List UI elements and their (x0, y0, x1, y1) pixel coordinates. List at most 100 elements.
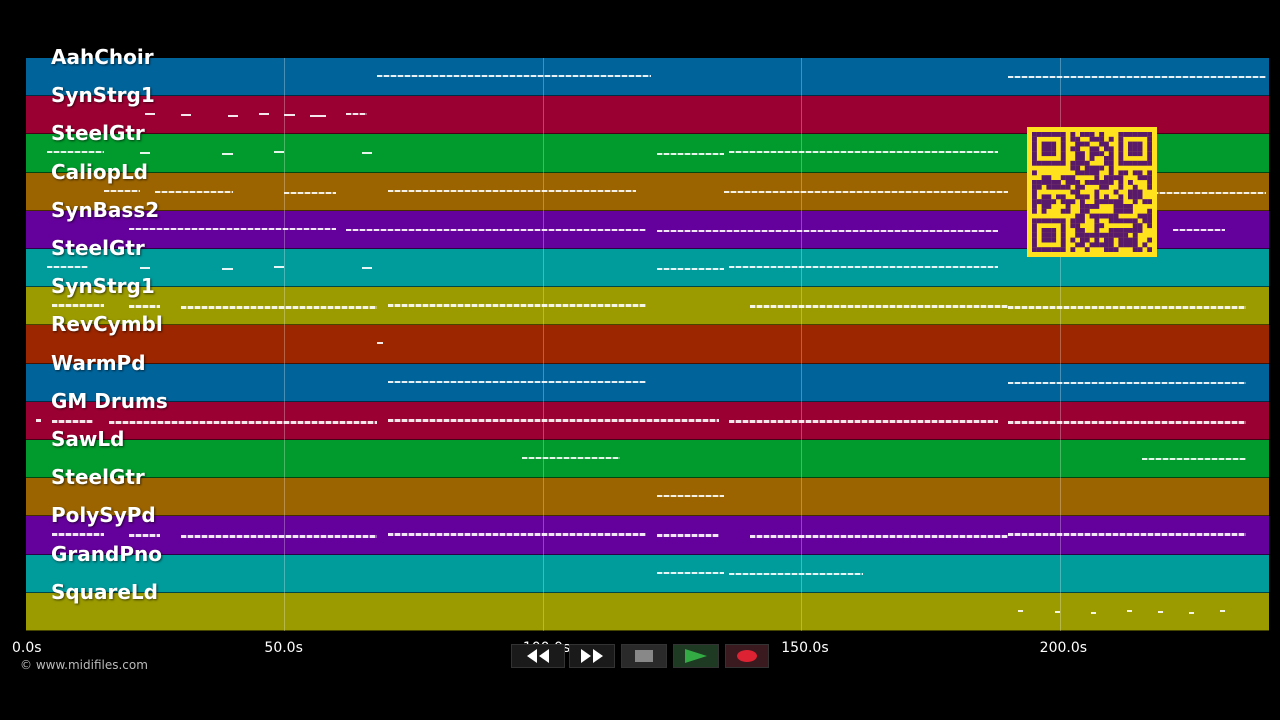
track-label: CaliopLd (51, 159, 149, 184)
note-cluster (310, 115, 326, 118)
record-icon (737, 650, 757, 662)
track-lane (26, 478, 1269, 517)
time-gridline (801, 58, 803, 631)
track-lane (26, 363, 1269, 402)
note-cluster (222, 153, 233, 156)
note-cluster (728, 572, 864, 575)
fast-forward-button[interactable] (569, 644, 615, 668)
note-cluster (1018, 609, 1024, 612)
note-cluster (1007, 76, 1267, 78)
rewind-icon (527, 649, 549, 663)
note-cluster (656, 229, 998, 232)
note-cluster (181, 535, 378, 539)
note-cluster (1126, 609, 1133, 612)
note-cluster (181, 114, 192, 117)
note-cluster (728, 266, 998, 268)
rewind-button[interactable] (511, 644, 565, 668)
note-cluster (144, 113, 156, 116)
note-cluster (139, 152, 151, 155)
track-lane (26, 516, 1269, 555)
note-cluster (1090, 611, 1096, 614)
track-label: GrandPno (51, 541, 162, 566)
note-cluster (749, 535, 1008, 539)
note-cluster (1219, 609, 1226, 612)
note-cluster (387, 304, 647, 308)
note-cluster (51, 419, 94, 423)
note-cluster (51, 533, 104, 537)
copyright-text: © www.midifiles.com (20, 658, 148, 672)
track-label: PolySyPd (51, 503, 156, 528)
note-cluster (227, 115, 238, 118)
time-gridline (542, 58, 544, 631)
note-cluster (728, 419, 998, 423)
note-cluster (1142, 458, 1246, 460)
note-cluster (387, 189, 636, 192)
note-cluster (284, 114, 295, 117)
fast-forward-icon (581, 649, 603, 663)
track-label: SteelGtr (51, 236, 145, 260)
note-cluster (361, 267, 373, 269)
note-cluster (656, 153, 724, 156)
time-tick-label: 50.0s (264, 640, 303, 656)
note-cluster (728, 151, 998, 154)
track-label: AahChoir (51, 45, 154, 69)
note-cluster (129, 227, 337, 230)
note-cluster (274, 151, 285, 154)
stop-button[interactable] (621, 644, 667, 668)
note-cluster (222, 268, 233, 270)
track-lane (26, 592, 1269, 631)
track-lane (26, 325, 1269, 364)
track-lane (26, 554, 1269, 593)
note-cluster (155, 190, 233, 193)
note-cluster (377, 75, 652, 77)
time-gridline (284, 58, 286, 631)
play-button[interactable] (673, 644, 719, 668)
track-label: GM Drums (51, 388, 168, 413)
note-cluster (377, 342, 383, 345)
track-lane (26, 249, 1269, 288)
stop-icon (635, 650, 653, 662)
note-cluster (749, 305, 1008, 309)
note-cluster (46, 151, 104, 154)
note-cluster (522, 457, 621, 459)
note-cluster (129, 305, 161, 309)
note-cluster (656, 495, 724, 498)
note-cluster (1188, 611, 1195, 614)
track-lane (26, 440, 1269, 479)
track-label: SquareLd (51, 579, 158, 604)
note-cluster (1007, 381, 1246, 384)
note-cluster (139, 267, 151, 269)
note-cluster (108, 420, 378, 424)
track-label: SawLd (51, 427, 125, 451)
note-cluster (103, 189, 140, 192)
time-tick-label: 200.0s (1039, 640, 1088, 656)
track-lane (26, 401, 1269, 440)
track-label: SteelGtr (51, 465, 145, 490)
note-cluster (656, 534, 719, 538)
note-cluster (46, 266, 89, 268)
note-cluster (387, 533, 647, 537)
track-label: SteelGtr (51, 121, 145, 146)
track-label: SynStrg1 (51, 83, 155, 108)
note-cluster (346, 228, 647, 231)
note-cluster (51, 304, 104, 308)
note-cluster (1007, 420, 1246, 424)
record-button[interactable] (725, 644, 769, 668)
note-cluster (274, 266, 285, 268)
track-lane (26, 287, 1269, 326)
note-cluster (36, 418, 42, 422)
note-cluster (1007, 306, 1246, 310)
track-label: WarmPd (51, 350, 146, 375)
note-cluster (361, 152, 373, 155)
time-tick-label: 150.0s (781, 640, 829, 656)
time-tick-label: 0.0s (12, 640, 42, 656)
note-cluster (1173, 228, 1226, 231)
track-label: SynBass2 (51, 197, 160, 222)
transport-bar (511, 644, 769, 670)
qr-code (1027, 127, 1157, 257)
qr-pattern (1032, 132, 1152, 252)
track-label: RevCymbl (51, 312, 163, 337)
note-cluster (387, 380, 647, 383)
time-gridline (1059, 58, 1061, 631)
note-cluster (656, 268, 724, 270)
